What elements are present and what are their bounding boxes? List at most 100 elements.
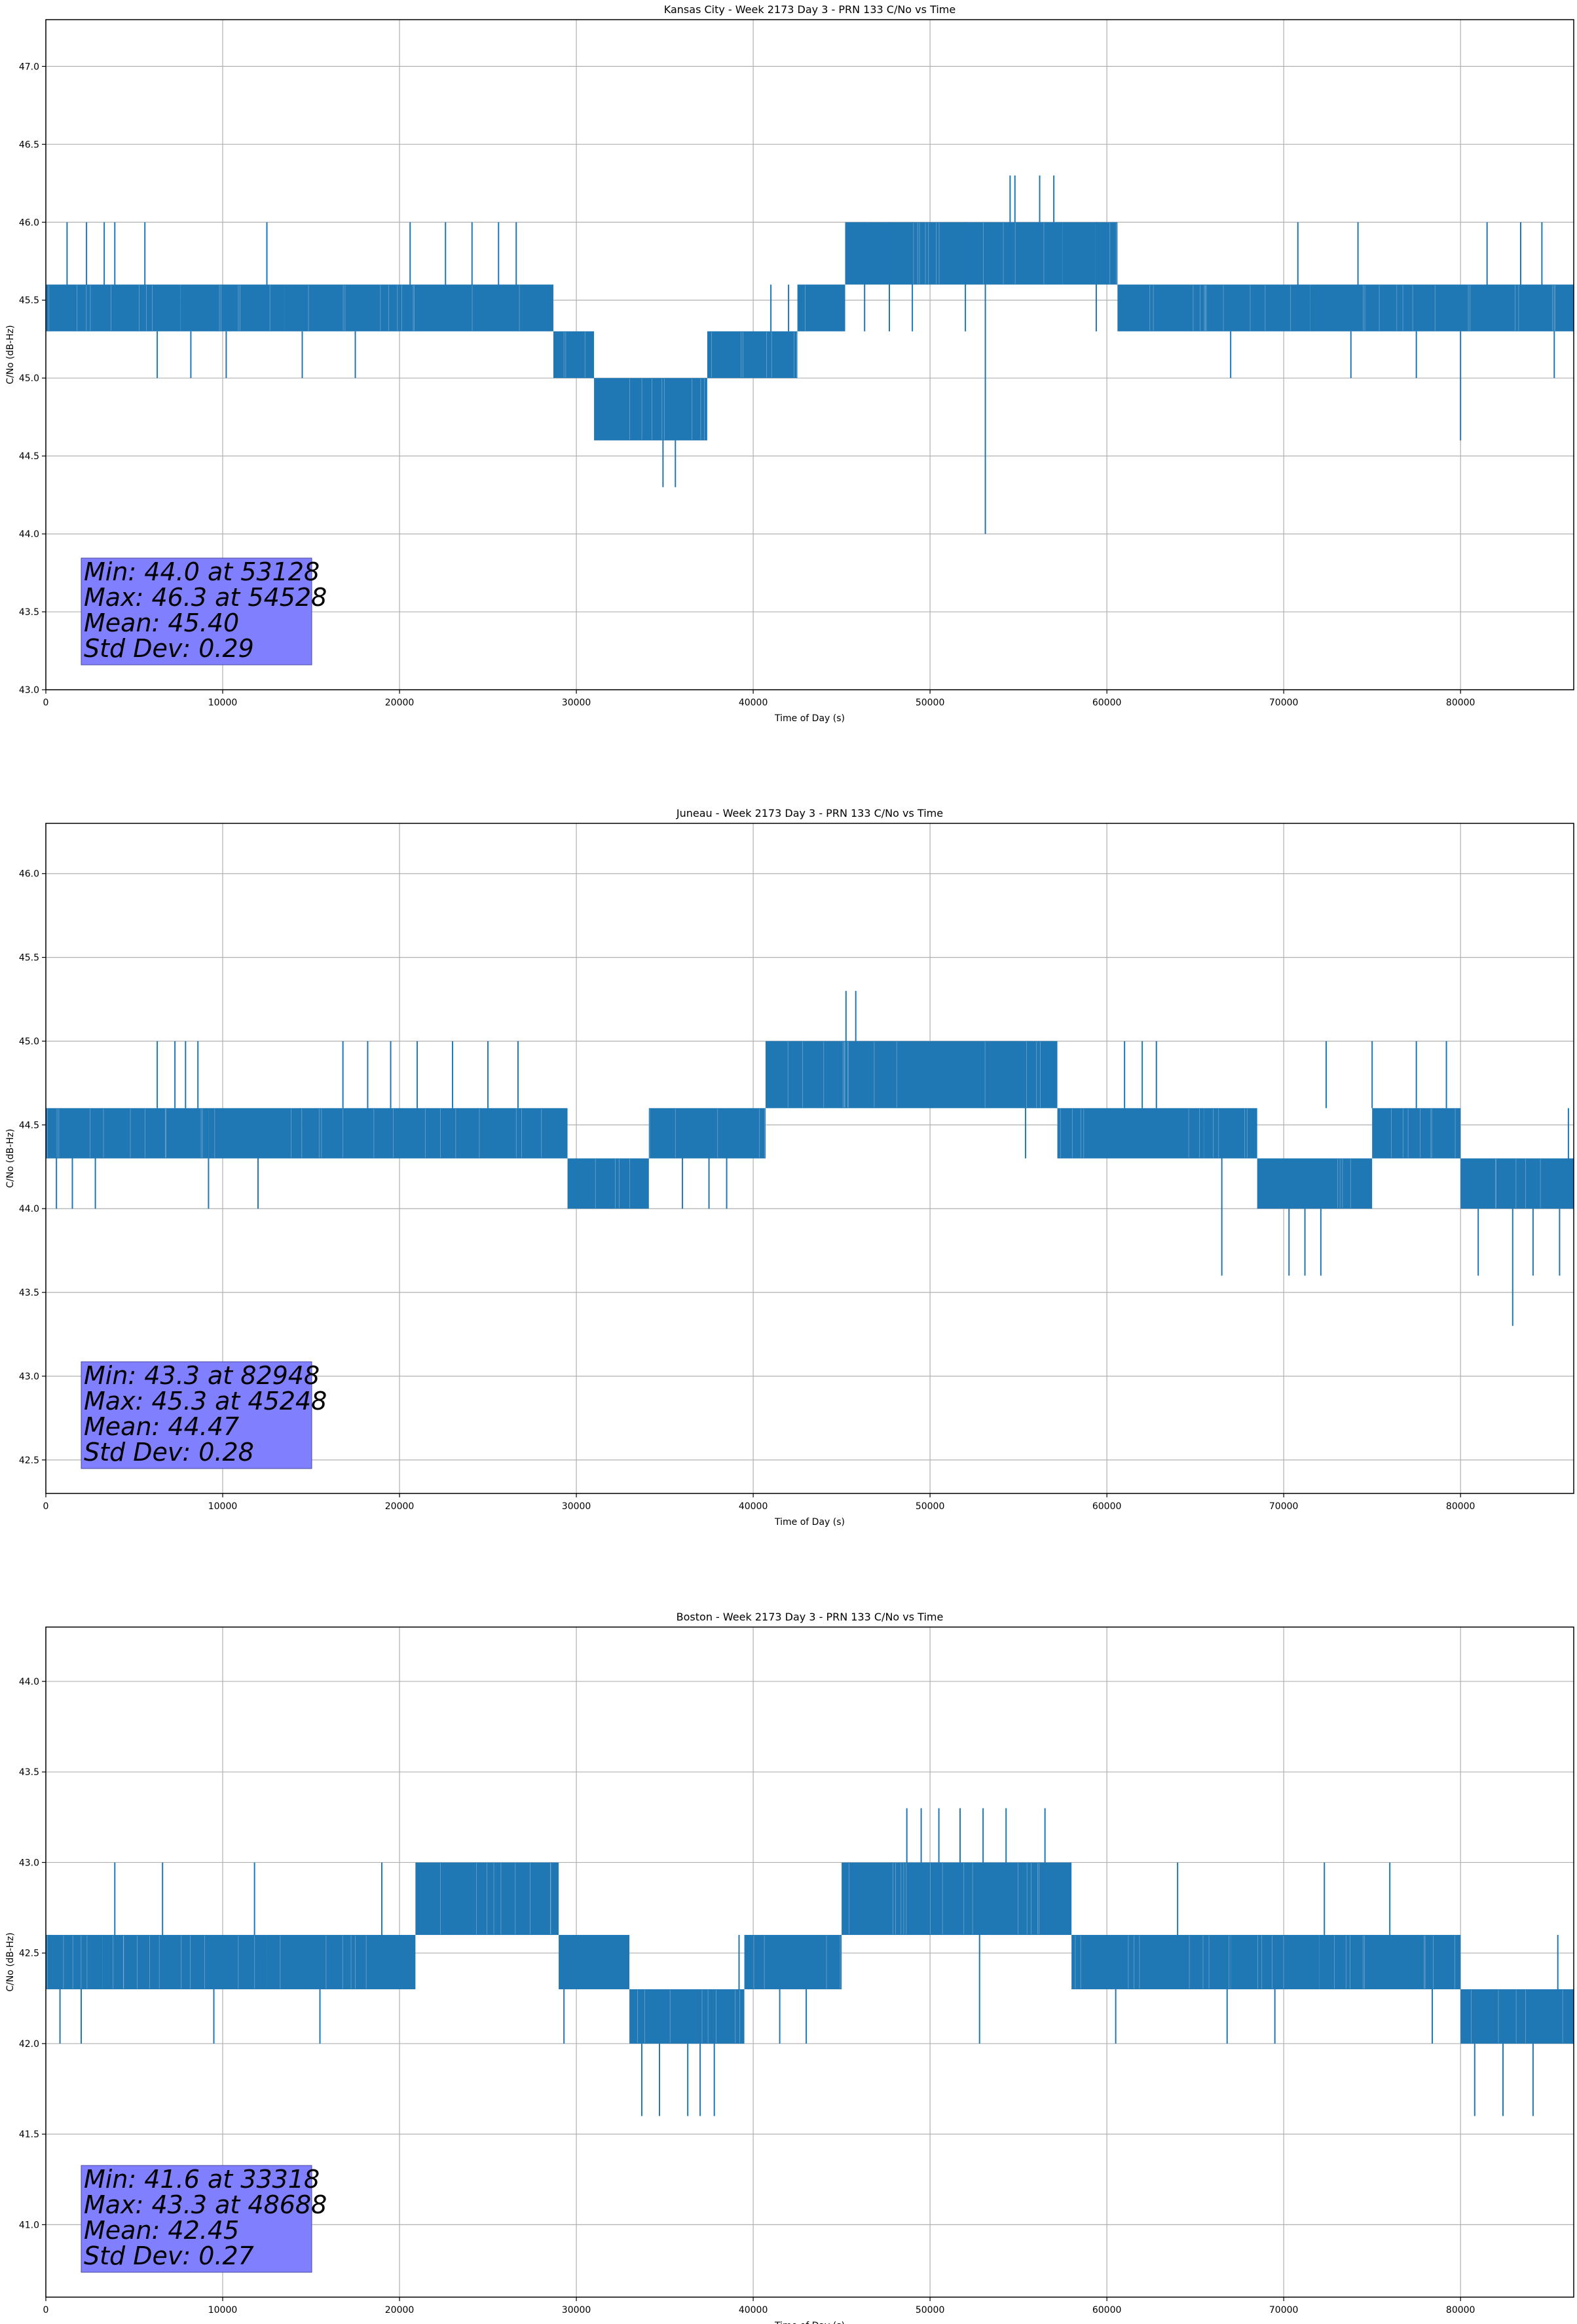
x-tick-label: 0 [43,2305,49,2315]
data-band [1310,284,1574,331]
x-tick-label: 10000 [208,2305,238,2315]
y-tick-label: 45.5 [19,953,39,964]
data-band [842,1862,1072,1936]
y-tick-label: 41.5 [19,2129,39,2140]
y-tick-label: 46.0 [19,869,39,880]
y-tick-label: 42.5 [19,1455,39,1466]
x-tick-label: 50000 [916,698,945,708]
data-band [1071,1935,1231,1989]
y-tick-label: 43.0 [19,1858,39,1868]
stats-min: Min: 43.3 at 82948 [84,1361,320,1390]
x-tick-label: 60000 [1092,2305,1122,2315]
y-axis-label: C/No (dB-Hz) [5,1129,16,1188]
data-band [1062,222,1118,285]
data-band [267,1935,416,1989]
data-band [180,284,285,331]
data-band [1257,1158,1373,1209]
data-band [399,284,553,331]
x-axis-label: Time of Day (s) [774,713,845,724]
x-axis-label: Time of Day (s) [774,2321,845,2324]
stats-std-dev: Std Dev: 0.28 [84,1438,254,1467]
chart-title: Boston - Week 2173 Day 3 - PRN 133 C/No … [677,1611,944,1623]
data-band [629,1989,745,2044]
data-band [797,284,845,331]
data-band [102,1935,267,1989]
x-tick-label: 80000 [1446,2305,1475,2315]
x-axis-label: Time of Day (s) [774,1517,845,1527]
stats-mean: Mean: 44.47 [84,1412,239,1441]
x-tick-label: 80000 [1446,1501,1475,1512]
y-tick-label: 46.0 [19,217,39,228]
x-tick-label: 30000 [562,2305,591,2315]
x-tick-label: 10000 [208,1501,238,1512]
data-band [553,331,595,379]
x-tick-label: 30000 [562,1501,591,1512]
x-tick-label: 50000 [916,1501,945,1512]
data-band [152,1108,209,1159]
y-tick-label: 44.5 [19,451,39,462]
y-tick-label: 45.0 [19,373,39,384]
data-band [765,1041,1058,1108]
y-axis-label: C/No (dB-Hz) [5,325,16,384]
data-band [648,1108,766,1159]
y-tick-label: 45.5 [19,295,39,306]
stats-box [81,1361,312,1469]
chart-panel-3: Boston - Week 2173 Day 3 - PRN 133 C/No … [5,1611,1574,2324]
y-tick-label: 43.5 [19,1767,39,1778]
data-band [845,222,1063,285]
data-band [1319,1935,1461,1989]
chart-title: Juneau - Week 2173 Day 3 - PRN 133 C/No … [676,807,943,819]
y-tick-label: 43.5 [19,607,39,618]
chart-title: Kansas City - Week 2173 Day 3 - PRN 133 … [664,3,955,16]
data-band [594,378,707,441]
stats-mean: Mean: 45.40 [84,609,239,637]
x-tick-label: 20000 [385,1501,415,1512]
x-tick-label: 70000 [1269,698,1299,708]
y-tick-label: 44.0 [19,529,39,540]
x-tick-label: 70000 [1269,1501,1299,1512]
y-tick-label: 42.0 [19,2039,39,2050]
y-tick-label: 43.5 [19,1288,39,1298]
data-band [208,1108,303,1159]
data-band [46,1108,153,1159]
chart-panel-1: Kansas City - Week 2173 Day 3 - PRN 133 … [5,3,1574,724]
stats-std-dev: Std Dev: 0.27 [84,2241,254,2270]
axes-frame [45,1626,1574,2298]
y-tick-label: 43.0 [19,685,39,696]
x-tick-label: 60000 [1092,1501,1122,1512]
data-band [1117,284,1310,331]
stats-min: Min: 44.0 at 53128 [84,557,320,586]
data-band [1057,1108,1204,1159]
stats-max: Max: 46.3 at 54528 [84,583,327,612]
stats-min: Min: 41.6 at 33318 [84,2165,320,2194]
axes-frame [45,823,1574,1494]
y-axis-label: C/No (dB-Hz) [5,1932,16,1991]
data-band [46,284,181,331]
stats-box [81,2165,312,2273]
x-tick-label: 20000 [385,698,415,708]
stats-std-dev: Std Dev: 0.29 [84,634,254,663]
x-tick-label: 0 [43,698,49,708]
x-tick-label: 80000 [1446,698,1475,708]
y-tick-label: 45.0 [19,1036,39,1047]
stats-max: Max: 43.3 at 48688 [84,2190,327,2219]
data-band [744,1935,842,1989]
data-band [559,1935,630,1989]
y-tick-label: 44.0 [19,1204,39,1214]
y-tick-label: 47.0 [19,62,39,72]
data-band [1204,1108,1257,1159]
y-tick-label: 42.5 [19,1949,39,1959]
data-band [1372,1108,1461,1159]
y-tick-label: 44.0 [19,1677,39,1687]
stats-mean: Mean: 42.45 [84,2216,239,2245]
data-band [302,1108,568,1159]
y-tick-label: 46.5 [19,140,39,150]
data-band [284,284,400,331]
x-tick-label: 40000 [739,2305,768,2315]
x-tick-label: 20000 [385,2305,415,2315]
x-tick-label: 70000 [1269,2305,1299,2315]
data-band [1460,1158,1574,1209]
x-tick-label: 40000 [739,698,768,708]
stats-max: Max: 45.3 at 45248 [84,1387,327,1415]
